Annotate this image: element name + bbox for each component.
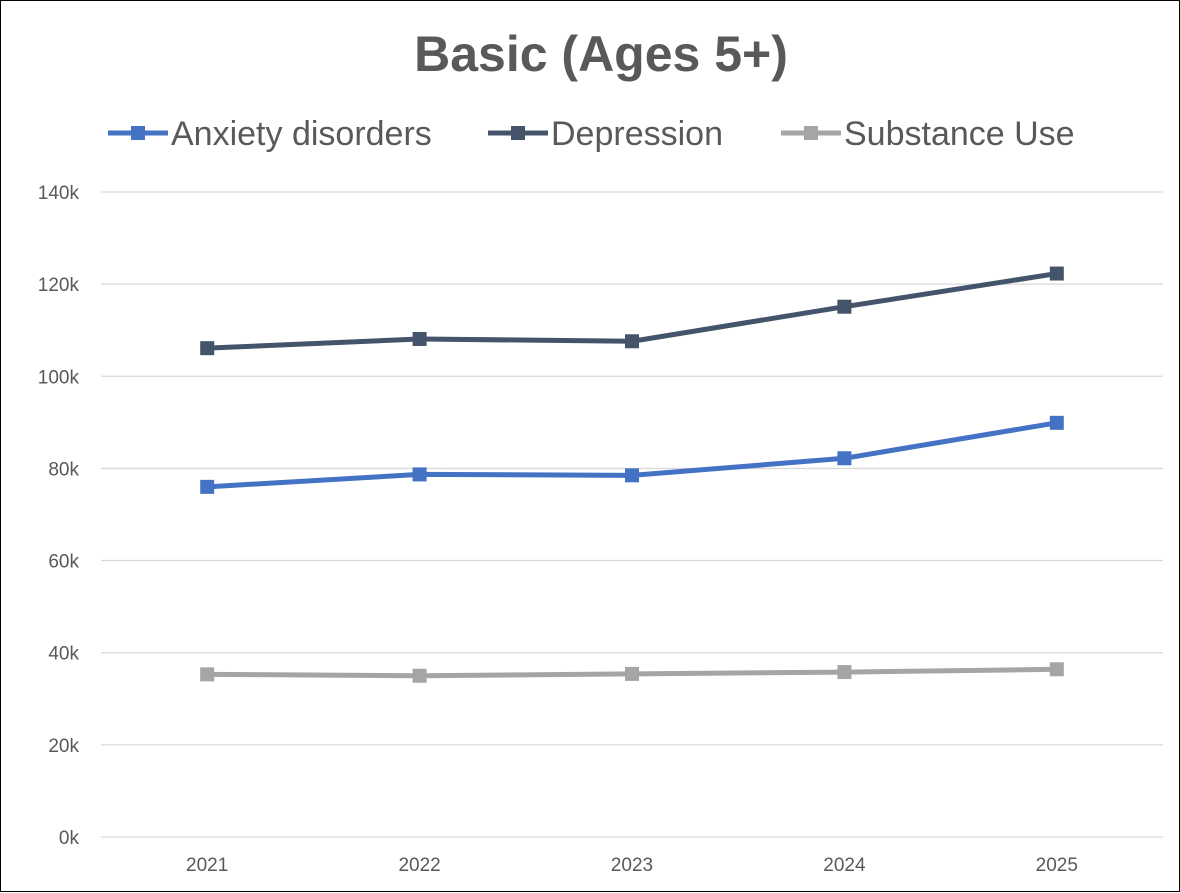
series-substance-use xyxy=(200,662,1064,682)
legend-item: Substance Use xyxy=(781,115,1075,153)
data-point xyxy=(625,667,639,681)
data-point xyxy=(200,341,214,355)
legend-marker xyxy=(511,126,525,140)
data-point xyxy=(200,480,214,494)
gridlines xyxy=(101,192,1163,837)
legend-label: Substance Use xyxy=(844,115,1075,153)
data-point xyxy=(413,669,427,683)
x-axis: 2021 2022 2023 2024 2025 xyxy=(186,855,1078,876)
y-tick-label: 0k xyxy=(59,828,80,849)
y-axis: 0k 20k 40k 60k 80k 100k 120k 140k xyxy=(38,183,80,849)
legend-marker xyxy=(131,126,145,140)
x-tick-label: 2023 xyxy=(611,855,653,876)
x-tick-label: 2025 xyxy=(1036,855,1078,876)
chart-title: Basic (Ages 5+) xyxy=(414,26,788,82)
y-tick-label: 100k xyxy=(38,367,80,388)
data-point xyxy=(200,667,214,681)
data-point xyxy=(625,334,639,348)
legend-label: Anxiety disorders xyxy=(171,115,432,153)
y-tick-label: 120k xyxy=(38,275,80,296)
series-anxiety-disorders xyxy=(200,416,1064,494)
legend-label: Depression xyxy=(551,115,723,153)
data-point xyxy=(1050,662,1064,676)
legend-item: Depression xyxy=(488,115,723,153)
legend-item: Anxiety disorders xyxy=(108,115,432,153)
data-point xyxy=(1050,267,1064,281)
x-tick-label: 2022 xyxy=(398,855,440,876)
data-point xyxy=(837,451,851,465)
data-point xyxy=(625,468,639,482)
legend-marker xyxy=(804,126,818,140)
y-tick-label: 60k xyxy=(48,552,79,573)
data-point xyxy=(1050,416,1064,430)
series-depression xyxy=(200,267,1064,356)
data-point xyxy=(837,300,851,314)
data-point xyxy=(837,665,851,679)
data-point xyxy=(413,332,427,346)
series-group xyxy=(200,267,1064,683)
x-tick-label: 2024 xyxy=(823,855,866,876)
data-point xyxy=(413,467,427,481)
legend: Anxiety disorders Depression Substance Use xyxy=(108,115,1075,153)
y-tick-label: 20k xyxy=(48,736,79,757)
y-tick-label: 40k xyxy=(48,644,79,665)
x-tick-label: 2021 xyxy=(186,855,228,876)
y-tick-label: 80k xyxy=(48,459,79,480)
y-tick-label: 140k xyxy=(38,183,80,204)
